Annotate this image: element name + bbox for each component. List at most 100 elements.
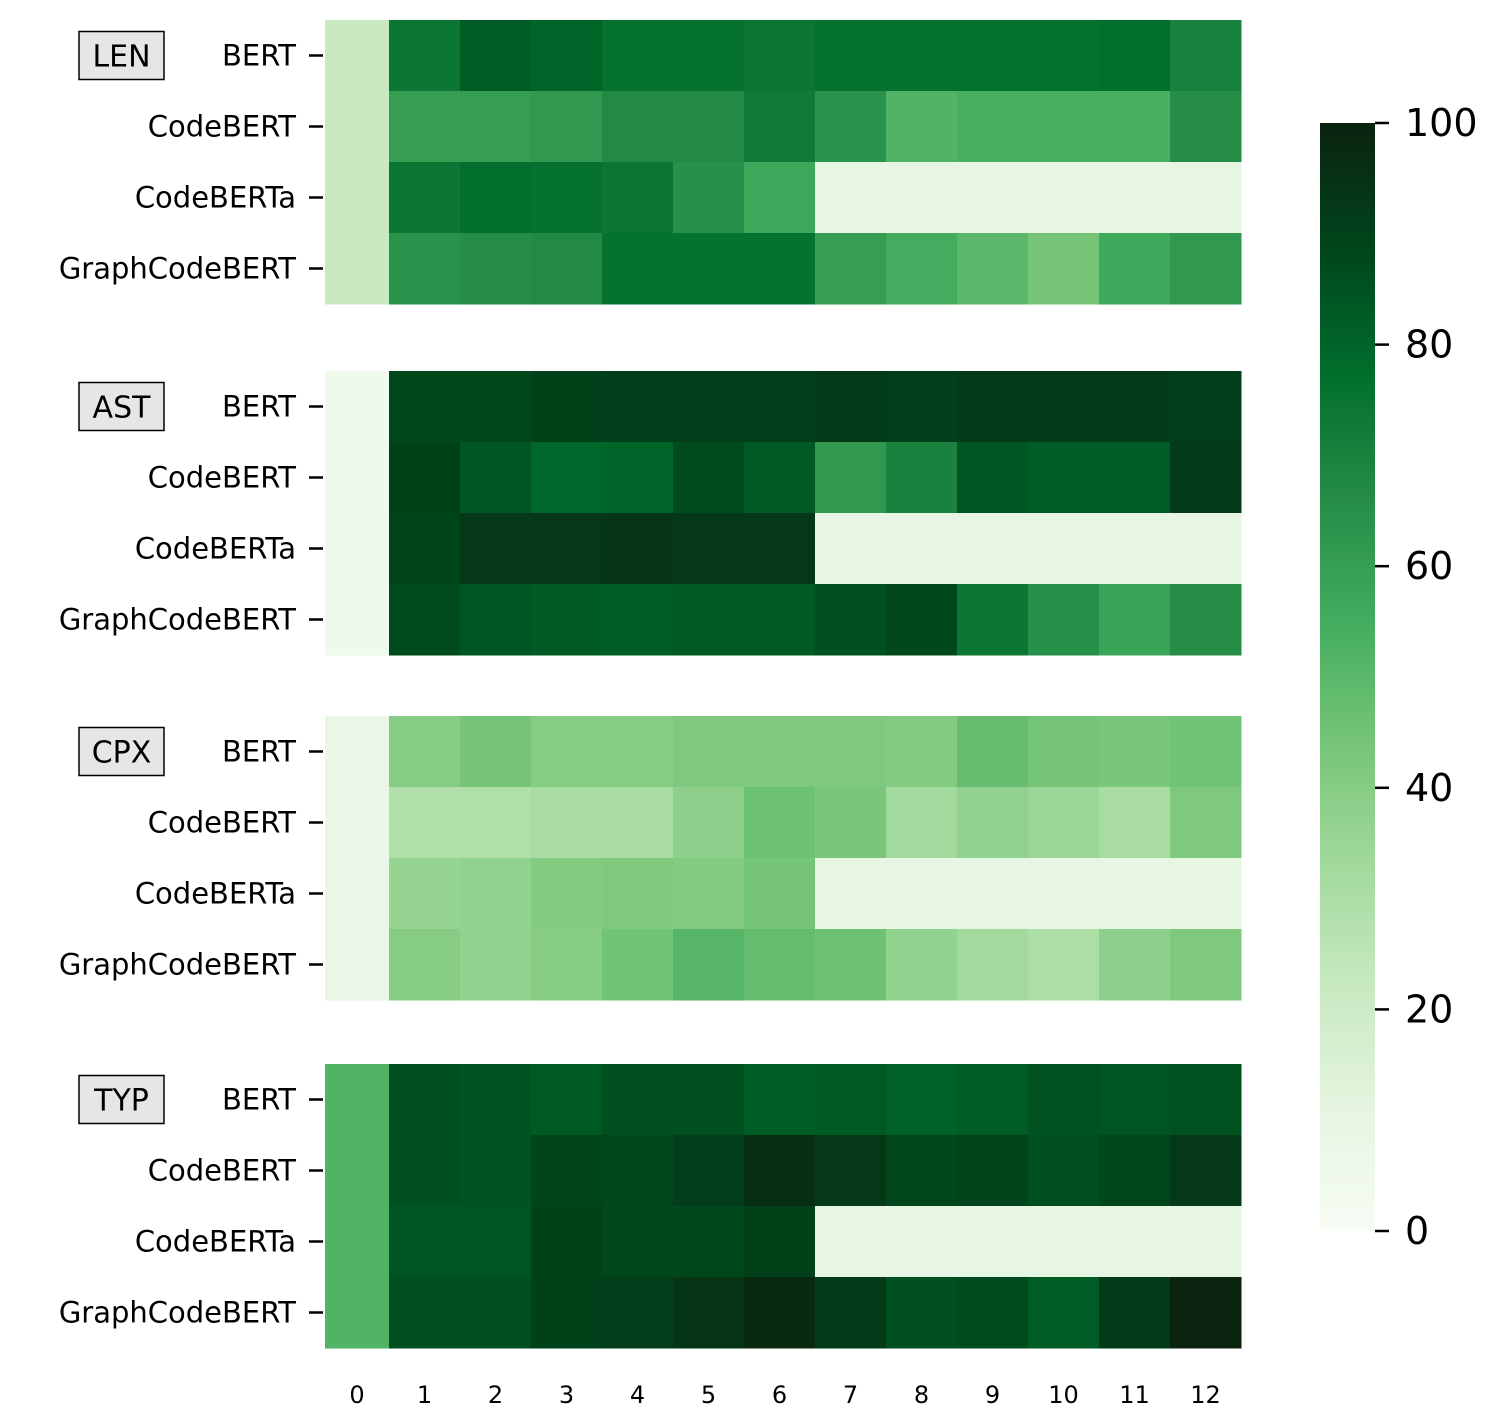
- heatmap-cell: [673, 371, 745, 443]
- heatmap-cell: [744, 1064, 816, 1136]
- heatmap-cell: [744, 584, 816, 656]
- heatmap-cell: [1028, 20, 1100, 92]
- heatmap-cell: [744, 442, 816, 514]
- heatmap-cell: [531, 858, 603, 930]
- colorbar-tick-label: 40: [1405, 766, 1453, 810]
- heatmap-cell: [1028, 233, 1100, 305]
- heatmap-cell: [531, 1064, 603, 1136]
- heatmap-cell: [1170, 442, 1242, 514]
- heatmap-cell: [389, 584, 461, 656]
- heatmap-cell: [389, 929, 461, 1001]
- heatmap-cell: [815, 584, 887, 656]
- heatmap-cell: [460, 929, 532, 1001]
- heatmap-cell: [389, 20, 461, 92]
- heatmap-cell: [1099, 442, 1171, 514]
- heatmap-cell: [1028, 858, 1100, 930]
- heatmap-cell: [1170, 584, 1242, 656]
- heatmap-cell: [815, 1135, 887, 1207]
- heatmap-cell: [325, 91, 390, 163]
- heatmap-cell: [531, 787, 603, 859]
- heatmap-cell: [1170, 233, 1242, 305]
- heatmap-cell: [744, 716, 816, 788]
- heatmap-cell: [1170, 716, 1242, 788]
- heatmap-cell: [1099, 1277, 1171, 1349]
- heatmap-cell: [957, 162, 1029, 234]
- heatmap-cell: [1170, 929, 1242, 1001]
- heatmap-cell: [1099, 858, 1171, 930]
- heatmap-cell: [602, 513, 674, 585]
- heatmap-cell: [815, 371, 887, 443]
- heatmap-cell: [957, 787, 1029, 859]
- heatmap-cell: [1099, 716, 1171, 788]
- y-tick-label: GraphCodeBERT: [59, 603, 296, 637]
- heatmap-cell: [1028, 1135, 1100, 1207]
- heatmap-cell: [1099, 1135, 1171, 1207]
- heatmap-cell: [673, 1277, 745, 1349]
- heatmap-cell: [744, 513, 816, 585]
- heatmap-cell: [1028, 91, 1100, 163]
- heatmap-cell: [531, 20, 603, 92]
- heatmap-cell: [957, 91, 1029, 163]
- heatmap-cell: [1028, 787, 1100, 859]
- heatmap-cell: [957, 1206, 1029, 1278]
- heatmap-cell: [886, 1277, 958, 1349]
- heatmap-cell: [325, 787, 390, 859]
- heatmap-cell: [325, 1277, 390, 1349]
- x-tick-label: 9: [985, 1381, 1000, 1409]
- heatmap-cell: [815, 1277, 887, 1349]
- colorbar-tick-label: 100: [1405, 101, 1478, 145]
- y-tick-label: CodeBERT: [148, 461, 297, 495]
- heatmap-cell: [531, 716, 603, 788]
- heatmap-cell: [1028, 716, 1100, 788]
- colorbar-tick-label: 20: [1405, 987, 1453, 1031]
- heatmap-cell: [815, 91, 887, 163]
- heatmap-cell: [886, 442, 958, 514]
- y-tick-label: CodeBERTa: [135, 532, 296, 566]
- heatmap-cell: [673, 442, 745, 514]
- heatmap-cell: [531, 1277, 603, 1349]
- heatmap-cell: [325, 442, 390, 514]
- heatmap-cell: [744, 233, 816, 305]
- heatmap-cell: [673, 233, 745, 305]
- y-tick-label: GraphCodeBERT: [59, 1296, 296, 1330]
- y-tick-label: GraphCodeBERT: [59, 948, 296, 982]
- heatmap-cell: [389, 1064, 461, 1136]
- panel-label-box: [78, 726, 165, 777]
- heatmap-cell: [1099, 787, 1171, 859]
- heatmap-cell: [957, 929, 1029, 1001]
- heatmap-cell: [325, 858, 390, 930]
- heatmap-cell: [886, 858, 958, 930]
- heatmap-cell: [1170, 787, 1242, 859]
- heatmap-cell: [744, 1277, 816, 1349]
- x-tick-label: 3: [559, 1381, 574, 1409]
- heatmap-cell: [460, 371, 532, 443]
- heatmap-cell: [325, 929, 390, 1001]
- heatmap-cell: [744, 1135, 816, 1207]
- y-tick-label: BERT: [222, 390, 296, 424]
- heatmap-cell: [460, 858, 532, 930]
- heatmap-cell: [957, 716, 1029, 788]
- heatmap-cell: [325, 513, 390, 585]
- heatmap-cell: [460, 20, 532, 92]
- y-tick-label: BERT: [222, 1083, 296, 1117]
- heatmap-cell: [325, 716, 390, 788]
- heatmap-cell: [957, 584, 1029, 656]
- heatmap-cell: [673, 91, 745, 163]
- heatmap-cell: [815, 20, 887, 92]
- heatmap-cell: [673, 1206, 745, 1278]
- heatmap-cell: [886, 716, 958, 788]
- y-tick-label: CodeBERTa: [135, 877, 296, 911]
- heatmap-cell: [602, 787, 674, 859]
- heatmap-cell: [1028, 442, 1100, 514]
- heatmap-cell: [886, 233, 958, 305]
- panel-label: LEN: [92, 40, 150, 75]
- heatmap-cell: [744, 858, 816, 930]
- x-tick-label: 1: [417, 1381, 432, 1409]
- heatmap-cell: [325, 584, 390, 656]
- heatmap-cell: [815, 787, 887, 859]
- colorbar-tick-label: 0: [1405, 1209, 1429, 1253]
- heatmap-cell: [886, 584, 958, 656]
- heatmap-cell: [1170, 513, 1242, 585]
- heatmap-cell: [744, 371, 816, 443]
